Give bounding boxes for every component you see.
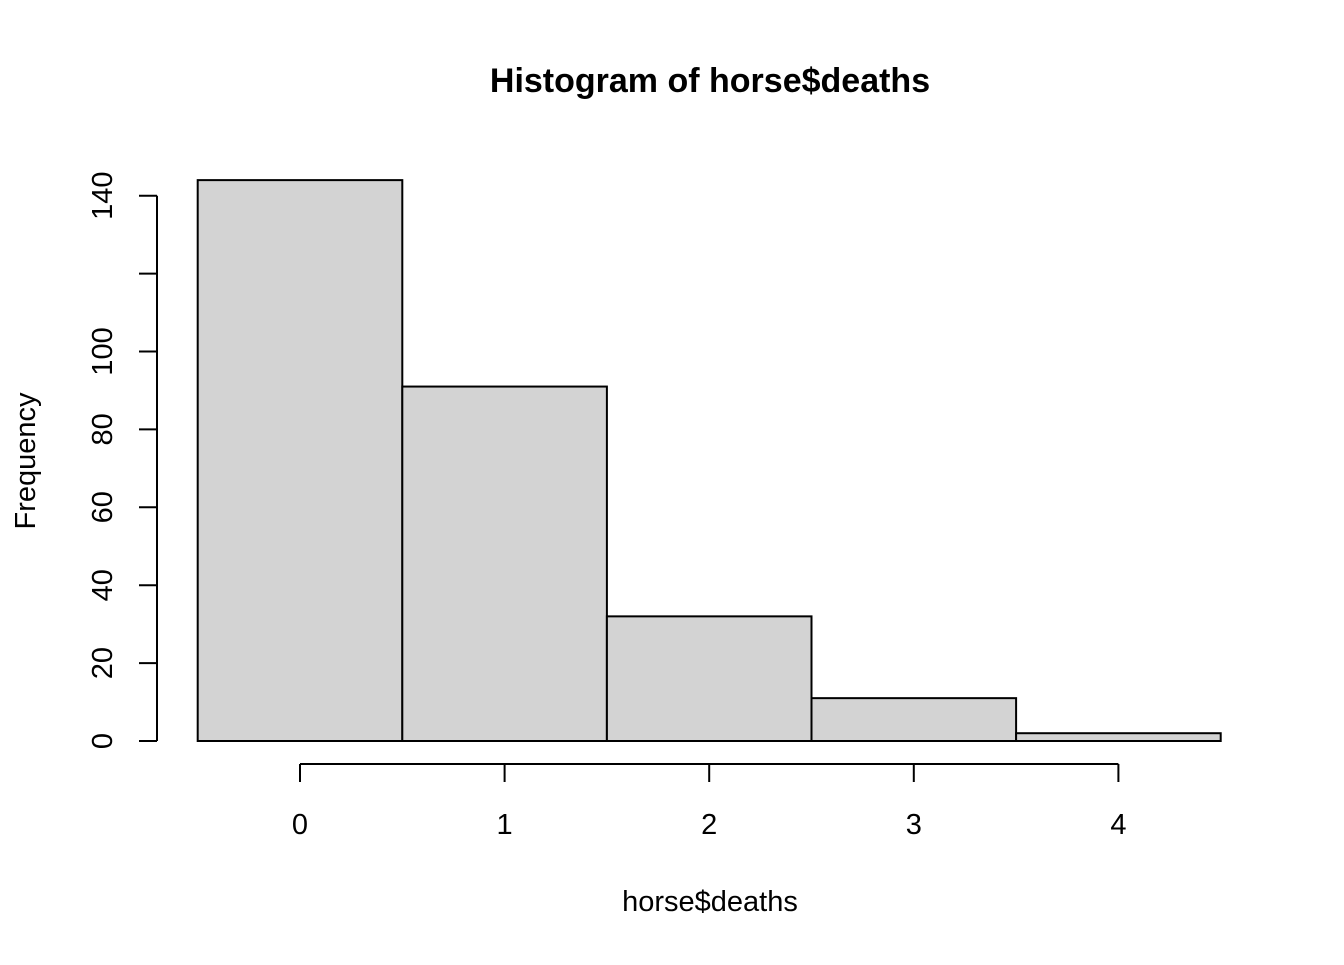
x-axis: 0 1 2 3 4	[292, 763, 1126, 841]
y-tick-label: 40	[87, 569, 119, 601]
histogram-bar-3	[810, 697, 1018, 743]
x-tick-label: 2	[701, 809, 717, 841]
x-axis-label: horse$deaths	[622, 886, 798, 918]
y-tick-label: 20	[87, 647, 119, 679]
histogram-bar-2	[605, 615, 813, 742]
histogram-bar-0	[196, 179, 404, 742]
y-axis: 0 20 40 60 80 100 140	[87, 172, 158, 749]
y-tick-label: 0	[87, 733, 119, 749]
y-tick-label: 80	[87, 413, 119, 445]
histogram-bar-1	[401, 385, 608, 742]
x-tick-label: 3	[906, 809, 922, 841]
x-tick-label: 4	[1110, 809, 1126, 841]
bars-layer	[196, 179, 1222, 743]
y-axis-label: Frequency	[10, 392, 42, 530]
histogram-bar-4	[1015, 732, 1222, 743]
y-tick-label: 60	[87, 491, 119, 523]
y-tick-label: 140	[87, 172, 119, 220]
chart-title: Histogram of horse$deaths	[490, 62, 930, 100]
x-tick-label: 0	[292, 809, 308, 841]
y-tick-label: 100	[87, 327, 119, 375]
x-tick-label: 1	[497, 809, 513, 841]
